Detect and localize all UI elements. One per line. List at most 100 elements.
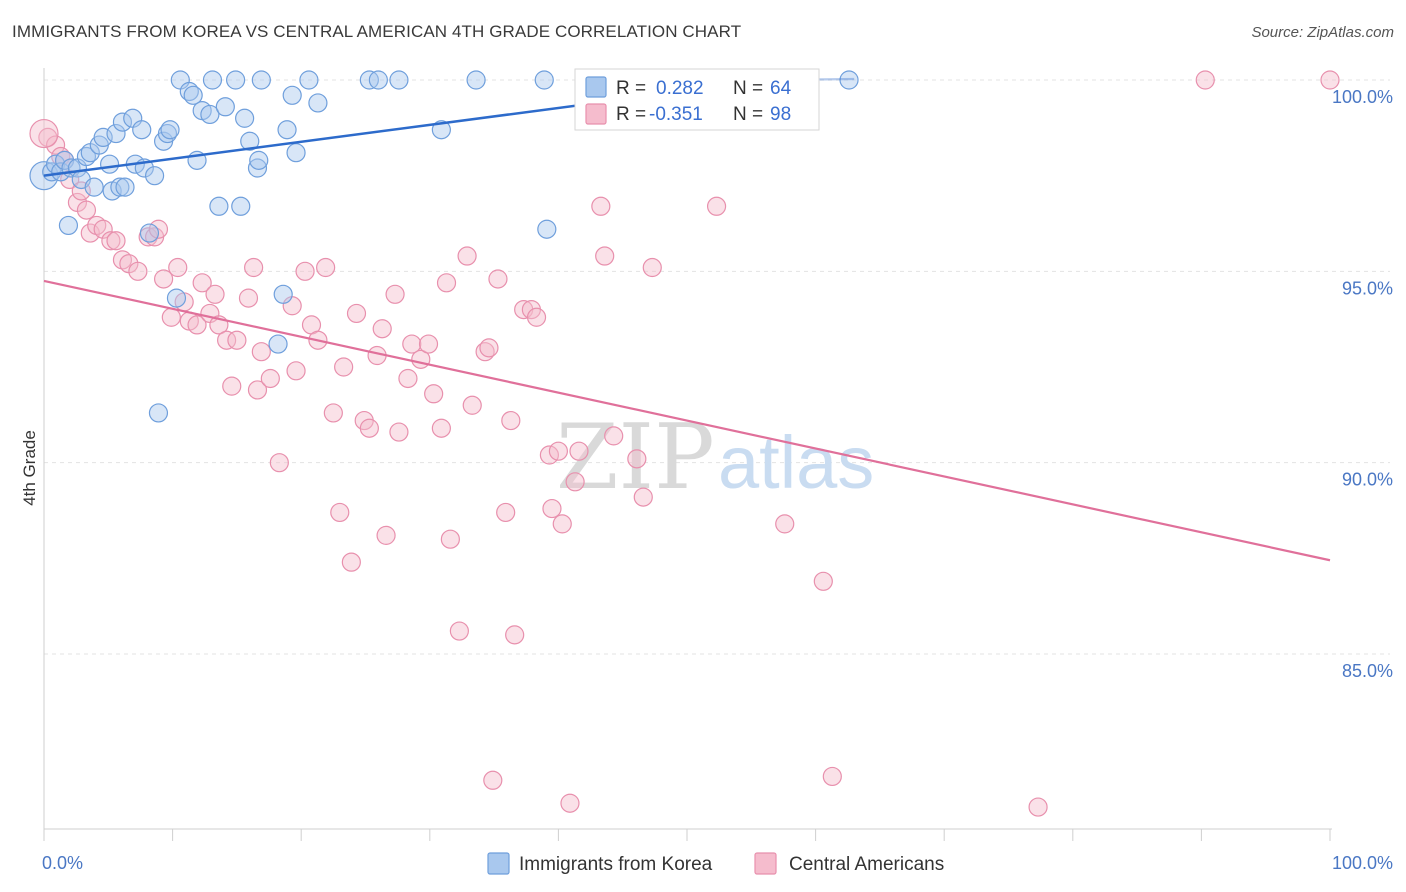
korea-point-58 [466, 70, 486, 90]
central-point-80 [552, 514, 572, 534]
central-point-83 [569, 441, 589, 461]
gridlines [44, 79, 1390, 655]
central-point-81 [560, 793, 580, 813]
central-point-95 [1195, 70, 1215, 90]
central-point-34 [247, 380, 268, 400]
korea-point-17 [110, 177, 130, 197]
central-point-43 [316, 257, 336, 278]
korea-point-9 [76, 146, 97, 167]
central-point-52 [372, 319, 392, 339]
central-point-79 [548, 441, 569, 461]
chart-title: IMMIGRANTS FROM KOREA VS CENTRAL AMERICA… [12, 22, 742, 41]
central-point-59 [418, 334, 439, 354]
central-point-54 [385, 284, 405, 304]
central-point-60 [424, 384, 444, 404]
stats-r-label-central: R = [616, 104, 646, 125]
stats-r-label-korea: R = [616, 78, 646, 99]
stats-swatch-korea [585, 76, 607, 98]
korea-point-63 [839, 70, 859, 90]
central-point-6 [71, 181, 91, 201]
central-point-76 [526, 307, 547, 327]
central-point-21 [168, 257, 188, 278]
central-point-29 [217, 330, 237, 350]
korea-point-11 [84, 177, 104, 197]
tick-labels: 85.0% 90.0% 95.0% 100.0% 0.0% 100.0% [42, 87, 1393, 873]
central-point-96 [1320, 70, 1340, 90]
stats-box-frame [574, 68, 820, 131]
korea-point-19 [115, 177, 135, 197]
central-point-8 [80, 223, 100, 243]
korea-point-5 [58, 215, 79, 236]
central-point-62 [436, 273, 457, 293]
series-central-americans [29, 70, 1340, 817]
central-point-66 [462, 395, 482, 415]
central-point-1 [45, 135, 66, 155]
korea-point-45 [249, 150, 269, 170]
central-point-94 [1028, 797, 1048, 817]
legend: Immigrants from Korea Central Americans [487, 852, 944, 875]
legend-swatch-korea[interactable] [487, 852, 510, 875]
central-point-48 [346, 303, 367, 324]
korea-point-40 [226, 70, 246, 90]
central-point-67 [475, 342, 495, 362]
central-point-68 [479, 338, 499, 358]
x-tick-label-0: 0.0% [42, 853, 83, 873]
central-point-78 [542, 498, 562, 519]
central-point-30 [222, 376, 242, 396]
stats-r-value-central: -0.351 [649, 104, 703, 125]
korea-point-52 [299, 70, 319, 90]
central-point-90 [706, 196, 727, 216]
central-point-70 [488, 269, 508, 289]
korea-point-25 [144, 166, 165, 186]
series-korea [29, 70, 859, 423]
central-point-73 [505, 625, 525, 645]
korea-point-47 [268, 334, 288, 354]
central-point-69 [483, 770, 503, 790]
stats-n-value-central: 98 [770, 104, 791, 125]
korea-point-32 [179, 81, 199, 102]
central-point-11 [101, 231, 121, 251]
central-point-0 [38, 127, 58, 147]
stats-r-value-korea: 0.282 [656, 78, 704, 99]
stats-swatch-central [585, 103, 607, 125]
korea-point-46 [251, 70, 271, 90]
y-tick-label-0: 85.0% [1342, 661, 1393, 681]
watermark: ZIP atlas [556, 405, 874, 510]
central-point-84 [591, 196, 611, 216]
korea-point-36 [200, 104, 220, 125]
central-point-86 [604, 426, 624, 446]
legend-swatch-central[interactable] [754, 852, 777, 875]
central-point-24 [187, 315, 207, 335]
chart-source: Source: ZipAtlas.com [1251, 24, 1394, 41]
central-point-50 [359, 418, 379, 438]
central-point-72 [501, 410, 521, 431]
y-tick-label-3: 100.0% [1332, 87, 1393, 107]
korea-point-56 [389, 70, 409, 90]
korea-point-44 [247, 158, 268, 178]
central-point-10 [93, 219, 113, 239]
central-point-32 [238, 288, 259, 308]
legend-label-korea[interactable]: Immigrants from Korea [519, 854, 713, 875]
central-point-87 [627, 449, 647, 469]
central-point-91 [775, 514, 795, 534]
korea-point-18 [112, 112, 133, 132]
central-point-27 [205, 284, 225, 304]
korea-point-57 [431, 120, 451, 140]
central-point-64 [449, 621, 469, 641]
central-point-25 [192, 273, 212, 293]
legend-label-central[interactable]: Central Americans [789, 854, 944, 875]
central-point-46 [334, 357, 354, 377]
stats-n-value-korea: 64 [770, 78, 792, 99]
korea-point-59 [534, 70, 554, 90]
axes [43, 68, 1332, 841]
trend-line-central [43, 279, 1331, 562]
central-point-40 [295, 261, 315, 281]
korea-point-30 [166, 288, 187, 308]
korea-point-26 [148, 403, 169, 423]
central-point-89 [642, 257, 662, 278]
korea-point-43 [240, 131, 260, 151]
korea-point-60 [537, 219, 557, 239]
central-point-35 [251, 342, 271, 362]
